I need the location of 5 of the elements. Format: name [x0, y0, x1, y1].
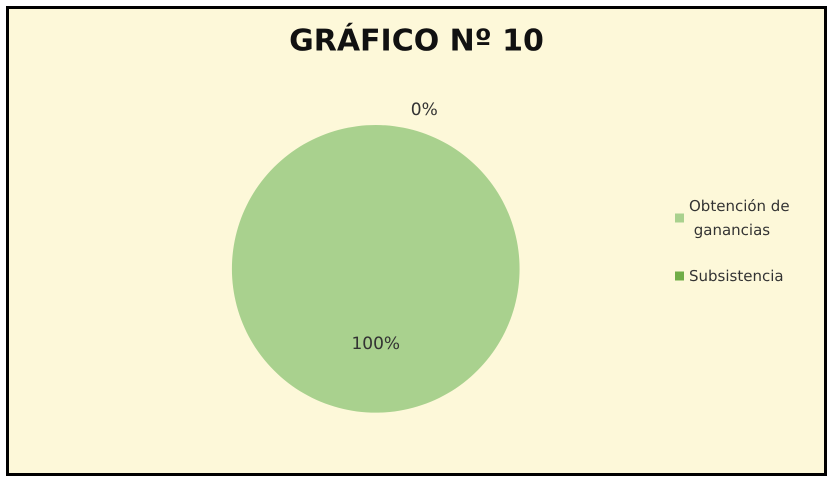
data-label: 100% — [351, 334, 400, 354]
legend-label: Obtención de ganancias — [689, 197, 790, 239]
legend-label: Subsistencia — [689, 267, 784, 285]
text: 0% — [410, 100, 438, 120]
chart-title: GRÁFICO Nº 10 — [289, 22, 544, 58]
